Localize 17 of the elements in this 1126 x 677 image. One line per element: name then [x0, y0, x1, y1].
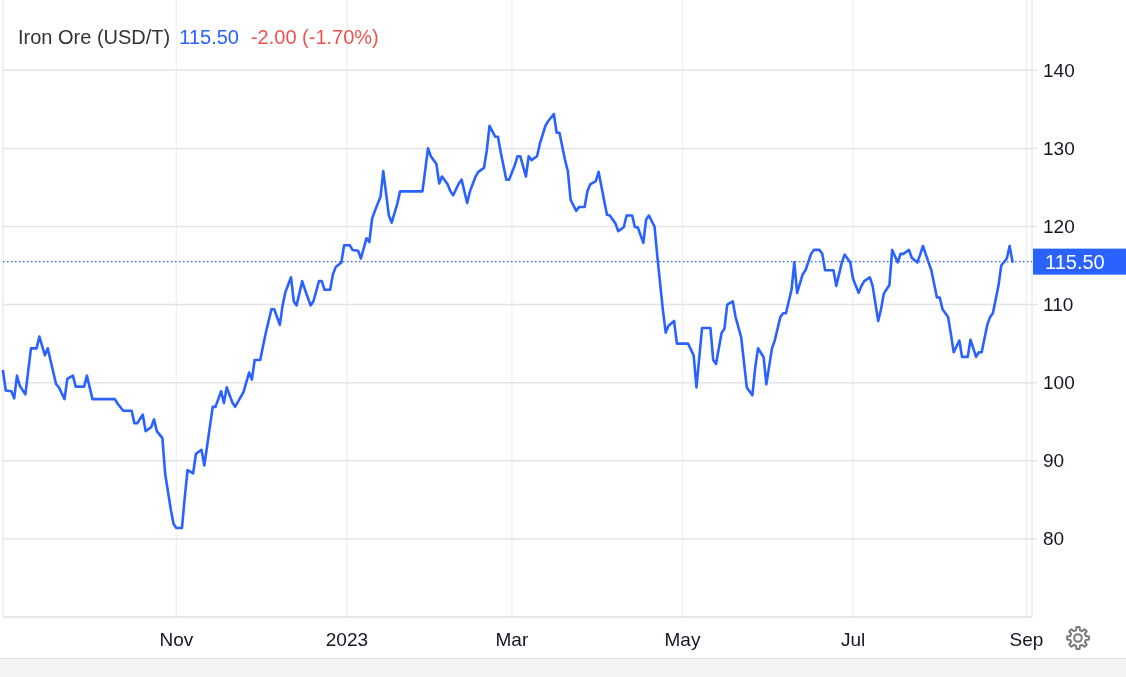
- x-tick-label: May: [664, 628, 701, 650]
- y-tick-label: 140: [1043, 59, 1075, 81]
- annotation: -2.00 (-1.70%): [250, 26, 379, 48]
- ref-line-label: 115.50: [1045, 250, 1105, 273]
- y-tick-label: 80: [1043, 528, 1065, 550]
- y-tick-label: 130: [1043, 137, 1075, 159]
- annotation: 115.50: [179, 26, 239, 48]
- x-tick-label: Nov: [159, 628, 194, 650]
- x-tick-label: Jul: [840, 628, 866, 650]
- y-tick-label: 120: [1043, 215, 1075, 237]
- x-tick-label: Sep: [1009, 628, 1044, 650]
- y-tick-label: 110: [1043, 294, 1074, 316]
- x-tick-label: 2023: [325, 628, 369, 650]
- y-tick-label: 100: [1043, 372, 1075, 394]
- text: Iron Ore (USD/T): [18, 26, 171, 48]
- x-tick-label: Mar: [495, 628, 529, 650]
- y-tick-label: 90: [1043, 450, 1065, 472]
